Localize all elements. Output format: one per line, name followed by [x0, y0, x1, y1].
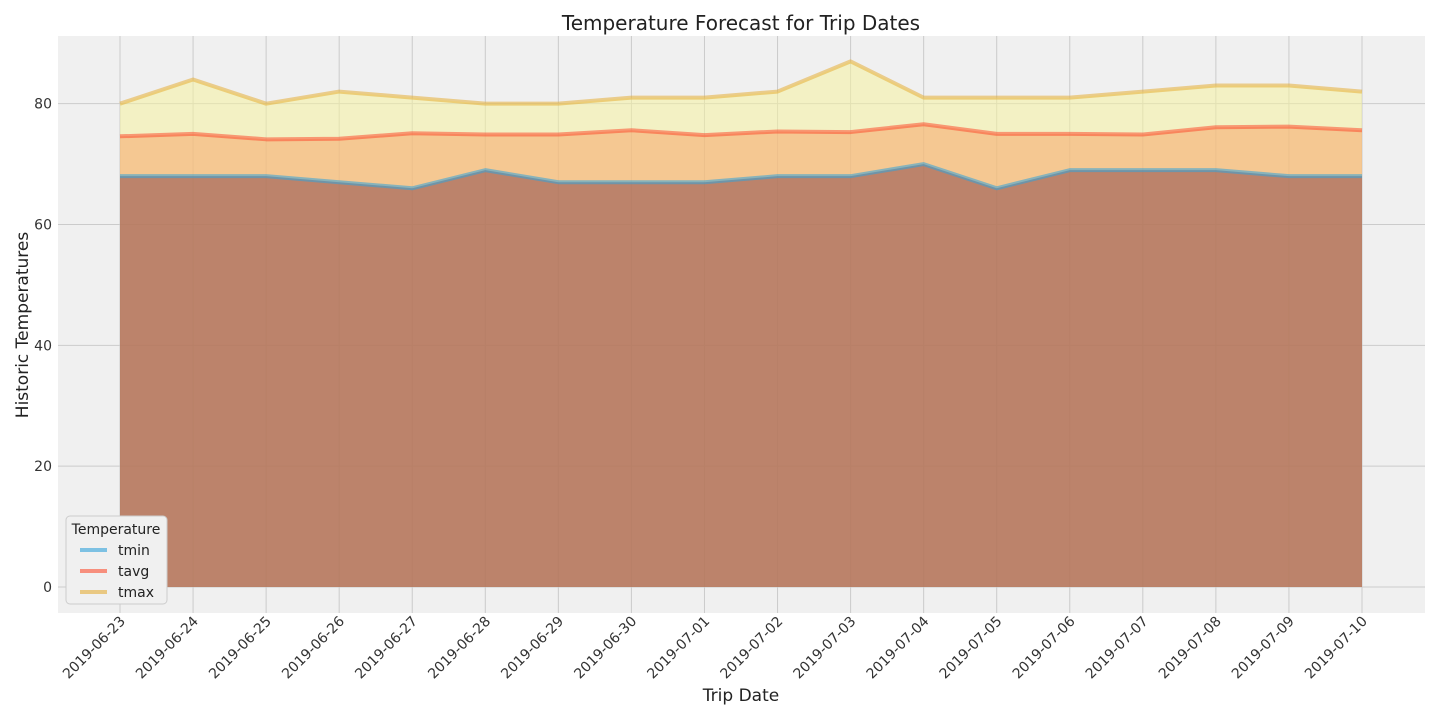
x-tick-label: 2019-07-07	[1083, 614, 1152, 683]
legend-label-tavg: tavg	[118, 564, 149, 580]
x-tick-label: 2019-06-26	[279, 613, 348, 682]
x-tick-label: 2019-06-27	[352, 614, 421, 683]
legend-box	[65, 515, 168, 605]
x-tick-label: 2019-06-29	[498, 614, 567, 683]
x-tick-label: 2019-06-30	[571, 614, 640, 683]
x-tick-label: 2019-07-09	[1229, 614, 1298, 683]
y-tick-label: 0	[43, 580, 52, 596]
y-axis-label: Historic Temperatures	[13, 232, 33, 419]
series-areas	[120, 61, 1362, 588]
x-tick-label: 2019-07-04	[864, 613, 933, 682]
y-axis-ticks: 0 20 40 60 80	[34, 97, 52, 596]
x-tick-label: 2019-06-28	[425, 614, 494, 683]
x-tick-label: 2019-07-01	[644, 614, 713, 683]
x-tick-label: 2019-07-10	[1302, 614, 1371, 683]
line-tmax	[119, 59, 1363, 106]
x-tick-label: 2019-07-06	[1010, 613, 1079, 682]
x-tick-label: 2019-07-08	[1156, 614, 1225, 683]
legend: Temperature tmin tavg tmax	[65, 515, 168, 605]
y-tick-label: 80	[34, 97, 52, 113]
x-tick-label: 2019-06-24	[133, 613, 202, 682]
series-lines	[119, 59, 1363, 191]
x-tick-label: 2019-07-02	[718, 614, 787, 683]
x-tick-label: 2019-07-03	[791, 614, 860, 683]
x-tick-label: 2019-06-25	[206, 614, 275, 683]
legend-title: Temperature	[71, 522, 161, 538]
x-axis-label: Trip Date	[702, 686, 779, 706]
y-tick-label: 40	[34, 338, 52, 354]
chart-title: Temperature Forecast for Trip Dates	[561, 11, 920, 35]
x-axis-ticks: 2019-06-23 2019-06-24 2019-06-25 2019-06-26…	[60, 613, 1371, 682]
area-tmin	[120, 164, 1362, 588]
x-tick-label: 2019-07-05	[937, 614, 1006, 683]
line-tmin	[120, 162, 1362, 191]
legend-label-tmax: tmax	[118, 585, 154, 601]
y-tick-label: 20	[34, 459, 52, 475]
x-tick-label: 2019-06-23	[60, 614, 129, 683]
legend-label-tmin: tmin	[118, 543, 150, 559]
line-tavg	[119, 122, 1363, 142]
y-tick-label: 60	[34, 218, 52, 234]
